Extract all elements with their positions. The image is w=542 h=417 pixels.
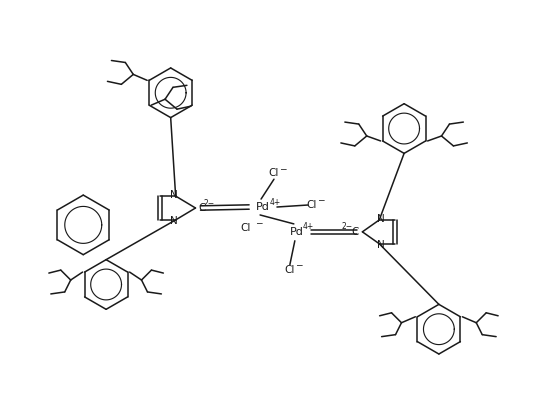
Text: Cl: Cl	[285, 265, 295, 274]
Text: −: −	[279, 164, 287, 173]
Text: −: −	[317, 196, 325, 205]
Text: Cl: Cl	[241, 223, 251, 233]
Text: C: C	[352, 227, 359, 237]
Text: N: N	[170, 216, 178, 226]
Text: Pd: Pd	[256, 202, 270, 212]
Text: −: −	[255, 219, 263, 227]
Text: Cl: Cl	[307, 200, 317, 210]
Text: Cl: Cl	[269, 168, 279, 178]
Text: N: N	[377, 240, 385, 250]
Text: 4+: 4+	[269, 198, 281, 206]
Text: C: C	[199, 203, 206, 213]
Text: N: N	[377, 214, 385, 224]
Text: N: N	[170, 190, 178, 200]
Text: −: −	[295, 260, 302, 269]
Text: Pd: Pd	[290, 227, 304, 237]
Text: 2−: 2−	[342, 222, 353, 231]
Text: 2−: 2−	[204, 198, 215, 208]
Text: 4+: 4+	[303, 222, 314, 231]
